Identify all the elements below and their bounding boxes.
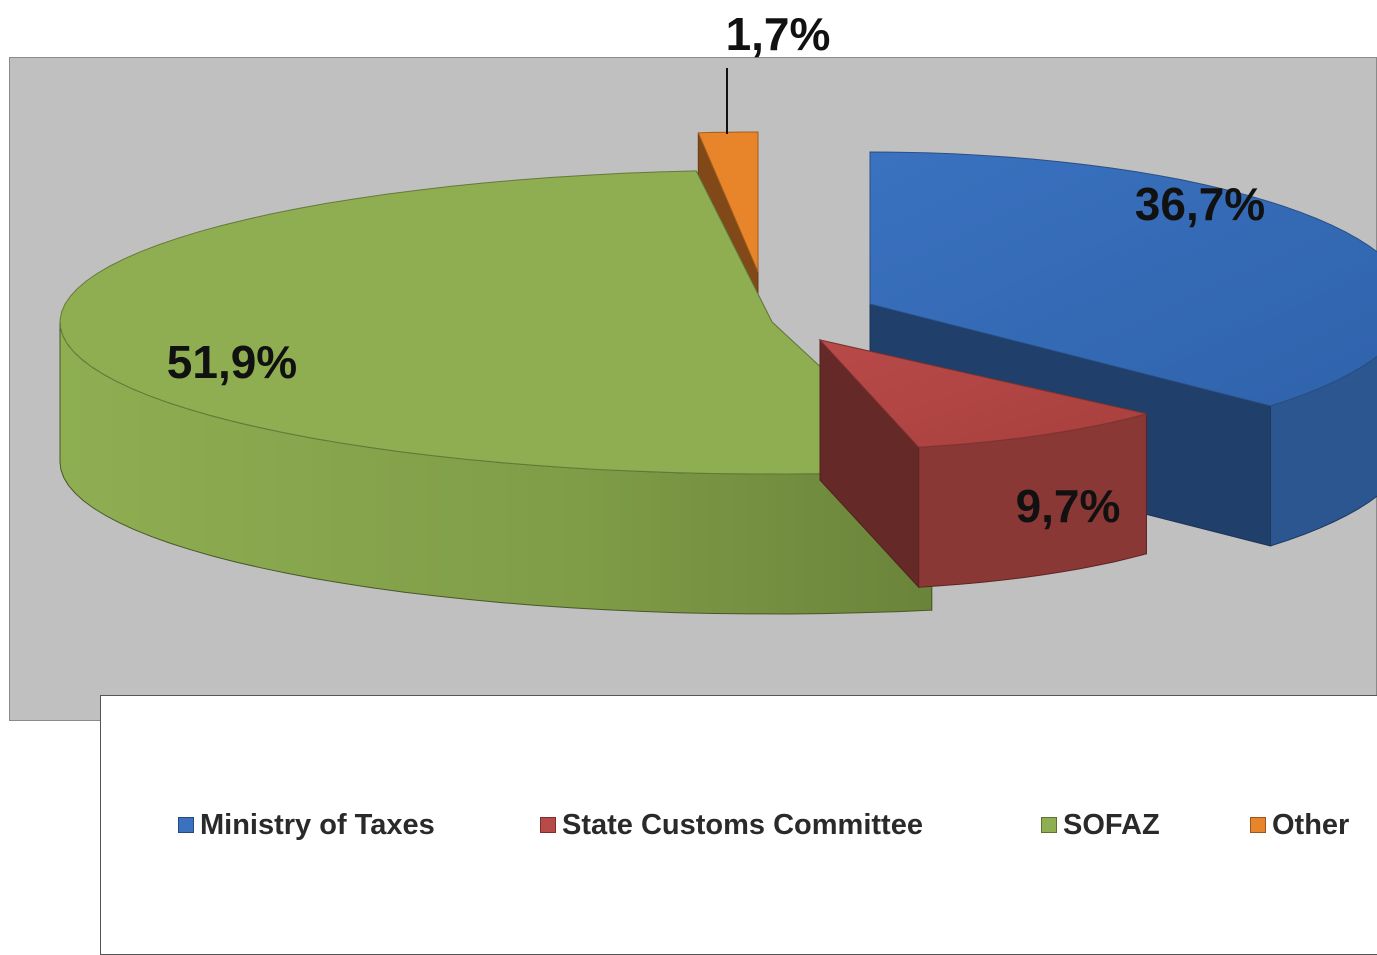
data-label-other: 1,7% <box>726 8 831 60</box>
legend-item-state-customs-committee: State Customs Committee <box>540 810 923 840</box>
legend-item-other: Other <box>1250 810 1349 840</box>
legend-item-sofaz: SOFAZ <box>1041 810 1160 840</box>
data-label-state-customs-committee: 9,7% <box>1016 480 1121 532</box>
legend-label-other: Other <box>1272 809 1349 842</box>
legend-label-ministry-of-taxes: Ministry of Taxes <box>200 809 435 842</box>
slice-sofaz <box>60 171 932 614</box>
legend-swatch-sofaz <box>1041 817 1057 833</box>
legend-swatch-other <box>1250 817 1266 833</box>
legend-item-ministry-of-taxes: Ministry of Taxes <box>178 810 435 840</box>
legend-label-sofaz: SOFAZ <box>1063 809 1160 842</box>
data-label-sofaz: 51,9% <box>167 336 297 388</box>
legend-swatch-ministry-of-taxes <box>178 817 194 833</box>
legend-label-state-customs-committee: State Customs Committee <box>562 809 923 842</box>
legend-swatch-state-customs-committee <box>540 817 556 833</box>
data-label-ministry-of-taxes: 36,7% <box>1135 178 1265 230</box>
